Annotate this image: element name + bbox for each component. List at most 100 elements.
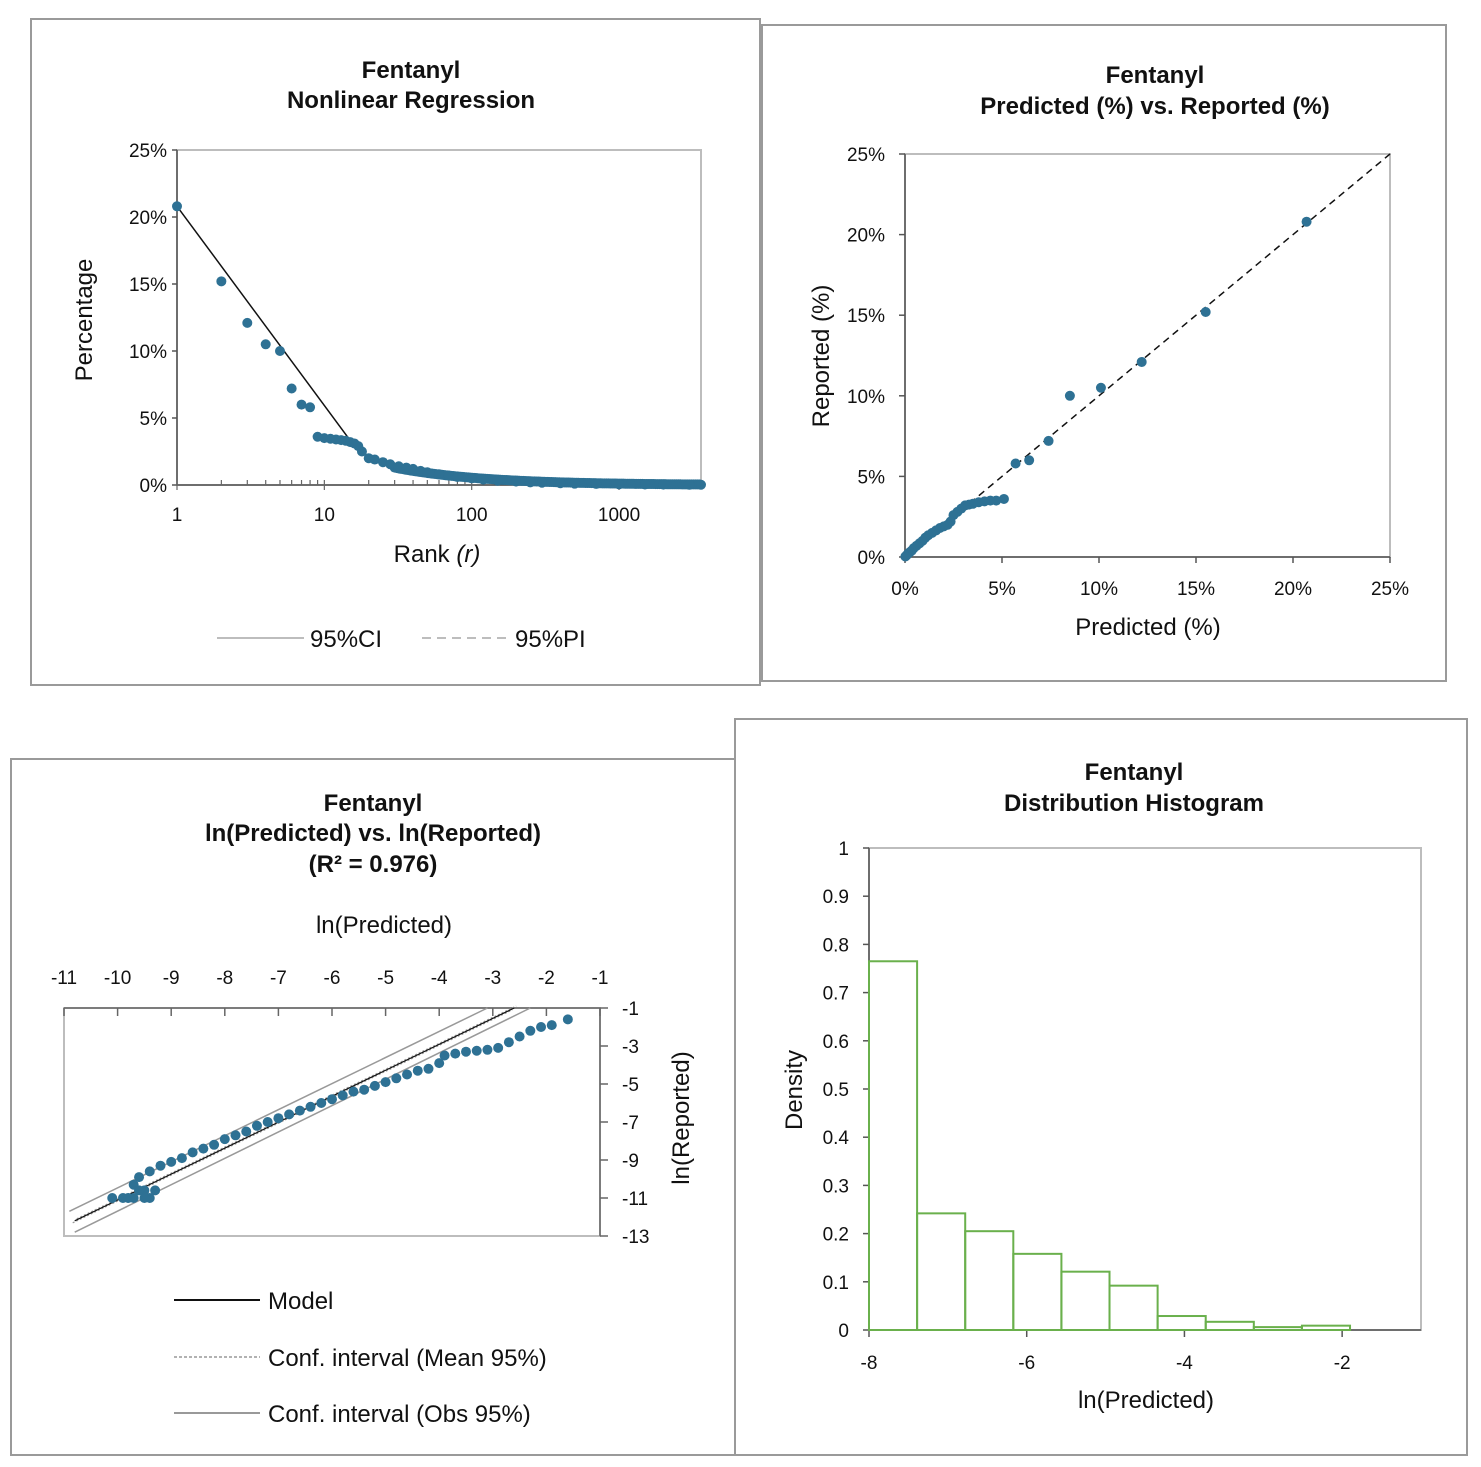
data-point <box>155 1160 166 1171</box>
y-tick-label: 20% <box>847 226 885 247</box>
x-axis-label: Predicted (%) <box>1075 614 1220 641</box>
y-tick-label: 0% <box>858 548 886 569</box>
data-point <box>216 276 227 287</box>
y-tick-label: 1 <box>838 839 849 860</box>
x-tick-label: -3 <box>484 968 501 989</box>
data-point <box>356 446 367 457</box>
data-point <box>478 474 489 485</box>
data-point <box>1301 216 1312 227</box>
y-tick-label: 0.1 <box>823 1273 849 1294</box>
data-point <box>434 1058 445 1069</box>
chart-title: Fentanyl <box>1106 62 1205 89</box>
data-point <box>385 459 396 470</box>
data-point <box>614 479 625 490</box>
data-point <box>380 1077 391 1088</box>
histogram-bar <box>868 960 919 1332</box>
data-point <box>511 476 522 487</box>
data-point <box>482 1044 493 1055</box>
x-tick-label: 10 <box>314 505 335 526</box>
histogram-bar <box>1204 1320 1255 1332</box>
y-tick-label: 0.8 <box>823 935 849 956</box>
legend: 95%CI 95%PI <box>217 626 586 653</box>
plot-area-frame <box>868 847 1422 1331</box>
data-point <box>591 478 602 489</box>
chart-title: Fentanyl <box>324 790 423 817</box>
predicted-vs-reported-chart: Fentanyl Predicted (%) vs. Reported (%) … <box>808 62 1409 641</box>
histogram-bar <box>964 1230 1015 1331</box>
data-point <box>439 1050 450 1061</box>
y-tick-label: 25% <box>847 145 885 166</box>
data-point <box>284 1109 295 1120</box>
y-tick-label: 0.7 <box>823 984 849 1005</box>
data-point <box>452 471 463 482</box>
data-point <box>134 1172 145 1183</box>
data-point <box>391 1073 402 1084</box>
x-tick-label: 0% <box>891 579 919 600</box>
x-tick-label: -8 <box>216 968 233 989</box>
data-point <box>294 1105 305 1116</box>
data-point <box>176 1153 187 1164</box>
y-tick-label: 0.5 <box>823 1080 849 1101</box>
x-axis-label: Rank (r) <box>394 541 481 568</box>
y-tick-label: 10% <box>847 387 885 408</box>
x-tick-label: 15% <box>1177 579 1215 600</box>
data-point <box>262 1117 273 1127</box>
y-axis-label: Density <box>781 1050 808 1130</box>
data-point <box>471 1045 482 1056</box>
histogram-bar <box>1156 1315 1207 1331</box>
x-tick-label: 25% <box>1371 579 1409 600</box>
data-point <box>466 473 477 484</box>
x-tick-label: -2 <box>538 968 555 989</box>
x-tick-label: -4 <box>431 968 448 989</box>
data-point <box>461 1046 471 1057</box>
data-point <box>684 479 695 490</box>
y-tick-label: -5 <box>622 1075 639 1096</box>
model-line <box>74 1007 515 1222</box>
data-point <box>150 1185 161 1196</box>
histogram-bar <box>1060 1270 1111 1331</box>
chart-r-squared: (R² = 0.976) <box>309 851 438 878</box>
y-tick-label: -11 <box>622 1189 648 1210</box>
chart-title: Fentanyl <box>362 57 461 84</box>
y-tick-label: 10% <box>129 342 167 363</box>
legend-label-ci: 95%CI <box>310 626 382 653</box>
data-point <box>525 477 536 488</box>
ln-regression-chart: Fentanyl ln(Predicted) vs. ln(Reported) … <box>51 790 695 1428</box>
ln-predicted-vs-ln-reported-panel: Fentanyl ln(Predicted) vs. ln(Reported) … <box>10 758 736 1456</box>
data-point <box>251 1120 262 1131</box>
histogram-bar <box>1252 1326 1303 1331</box>
data-point <box>422 467 433 478</box>
data-point <box>305 1101 316 1112</box>
data-point <box>230 1130 241 1141</box>
legend-label-model: Model <box>268 1288 333 1315</box>
data-point <box>348 1086 359 1097</box>
y-tick-label: 15% <box>129 275 167 296</box>
plot-area-frame <box>176 149 702 486</box>
data-point <box>493 1042 504 1053</box>
data-point <box>198 1143 209 1154</box>
x-tick-label: -6 <box>324 968 341 989</box>
data-point <box>525 1025 536 1036</box>
chart-subtitle: Distribution Histogram <box>1004 790 1264 817</box>
data-point <box>273 1113 284 1124</box>
y-axis-label: Percentage <box>71 259 98 382</box>
data-point <box>393 461 404 472</box>
y-tick-label: 0.9 <box>823 887 849 908</box>
data-point <box>337 1090 348 1101</box>
data-point <box>274 346 285 356</box>
x-tick-label: -1 <box>592 968 609 989</box>
data-point <box>260 339 271 350</box>
x-tick-label: 1 <box>172 505 183 526</box>
x-tick-label: 100 <box>456 505 488 526</box>
histogram-bar <box>1012 1252 1063 1331</box>
y-tick-label: -9 <box>622 1151 639 1172</box>
data-point <box>172 201 182 212</box>
data-point <box>569 478 580 489</box>
y-tick-label: 0% <box>140 476 168 497</box>
y-tick-label: -7 <box>622 1113 639 1134</box>
y-tick-label: 20% <box>129 208 167 229</box>
data-point <box>639 479 650 490</box>
y-axis-label: Reported (%) <box>808 285 835 428</box>
y-tick-label: 0.3 <box>823 1176 849 1197</box>
x-tick-label: -4 <box>1176 1353 1193 1374</box>
